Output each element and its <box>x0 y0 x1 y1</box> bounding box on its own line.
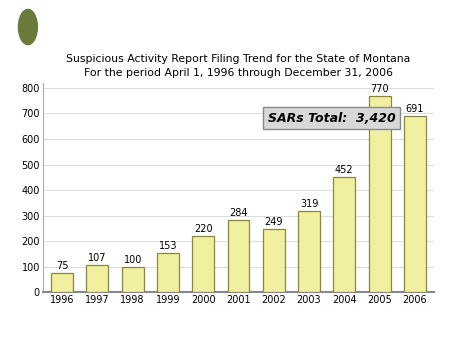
Text: 691: 691 <box>405 104 424 114</box>
Bar <box>157 253 179 292</box>
Text: SARs Total:  3,420: SARs Total: 3,420 <box>268 112 396 125</box>
Bar <box>369 96 391 292</box>
Ellipse shape <box>18 9 37 45</box>
Text: 153: 153 <box>159 241 177 251</box>
Bar <box>228 220 249 292</box>
Text: Financial Crimes Enforcement Network: Financial Crimes Enforcement Network <box>40 18 450 36</box>
Text: 284: 284 <box>229 208 248 218</box>
Bar <box>86 265 108 292</box>
Ellipse shape <box>22 16 34 38</box>
Bar <box>298 211 320 292</box>
Title: Suspicious Activity Report Filing Trend for the State of Montana
For the period : Suspicious Activity Report Filing Trend … <box>67 54 410 78</box>
Text: 770: 770 <box>370 84 389 94</box>
Text: 220: 220 <box>194 224 212 234</box>
Text: 75: 75 <box>56 261 68 271</box>
Bar <box>192 236 214 292</box>
Bar <box>263 229 285 292</box>
Text: 107: 107 <box>88 253 107 263</box>
Text: 100: 100 <box>123 255 142 265</box>
Text: 452: 452 <box>335 165 354 175</box>
Bar <box>51 273 73 292</box>
Text: 319: 319 <box>300 199 318 209</box>
Bar <box>333 177 355 292</box>
Bar <box>122 267 144 292</box>
Ellipse shape <box>20 13 36 42</box>
Text: 249: 249 <box>265 217 283 227</box>
Bar <box>404 116 426 292</box>
